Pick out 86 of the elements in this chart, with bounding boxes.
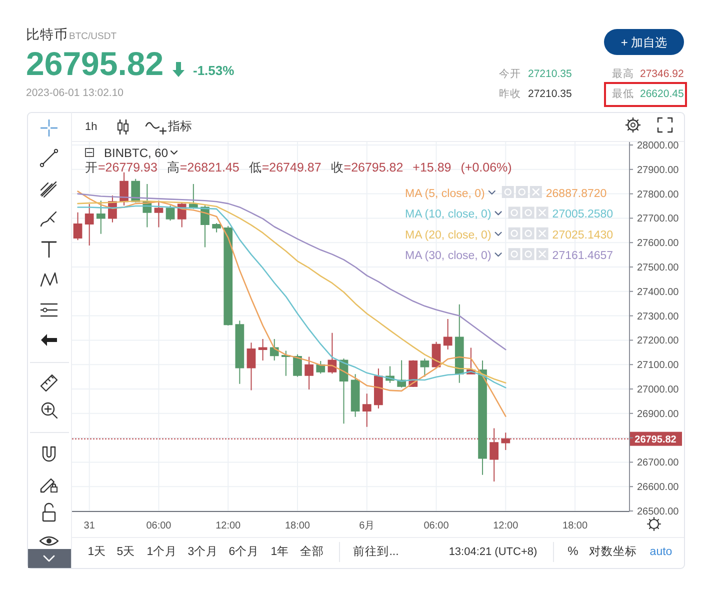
x-tick-label: 18:00 [284, 520, 310, 532]
text: 2023-06-01 13:02.10 [26, 87, 124, 99]
y-tick-label: 27300.00 [637, 311, 680, 322]
ref-line-label: 26795.82 [634, 434, 677, 446]
text: 全部 [300, 544, 324, 558]
text: 最低 [612, 88, 634, 100]
candlestick [188, 184, 198, 210]
y-tick-label: 27000.00 [637, 384, 680, 396]
text: 1h [85, 121, 98, 133]
text: 13:04:21 (UTC+8) [448, 546, 538, 558]
text: 指标 [167, 119, 192, 133]
candlestick [420, 358, 430, 378]
annotation: 26887.8720 [546, 188, 607, 200]
y-tick-label: 27600.00 [637, 238, 680, 250]
x-tick-label: 06:00 [146, 520, 172, 532]
candlestick [212, 222, 221, 233]
candlestick [96, 200, 106, 234]
text: 27210.35 [528, 88, 572, 100]
x-tick-label: 18:00 [562, 520, 588, 532]
text: 27346.92 [640, 68, 684, 80]
x-tick-label: 06:00 [424, 520, 450, 532]
text: 今开 [499, 68, 521, 80]
text: + 加自选 [620, 36, 668, 50]
candlestick [362, 393, 372, 428]
candlestick [246, 342, 256, 391]
candlestick [443, 318, 452, 350]
y-tick-label: 27500.00 [637, 262, 680, 274]
text: 1天 [88, 545, 106, 558]
text: % [568, 544, 579, 558]
candlestick [235, 320, 244, 384]
candlestick [166, 205, 175, 222]
y-tick-label: 28000.00 [637, 140, 680, 152]
y-tick-label: 27800.00 [637, 189, 680, 200]
x-tick-label: 6月 [359, 520, 375, 532]
text: MA (10, close, 0) [405, 208, 492, 221]
line-series [77, 190, 506, 418]
text: 1年 [270, 545, 290, 558]
y-tick-label: 27400.00 [637, 286, 680, 298]
annotation: 开=26779.93 高=26821.45 低=26749.87 收=26795.82 +15.89 (+0.06%) [85, 160, 512, 174]
candlestick [282, 350, 290, 376]
candlestick [293, 354, 302, 378]
candlestick [304, 356, 314, 390]
text: MA (5, close, 0) [405, 188, 486, 200]
candlestick [374, 368, 383, 410]
y-tick-label: 26900.00 [637, 408, 680, 420]
x-tick-label: 12:00 [216, 520, 242, 532]
candlestick [73, 212, 82, 241]
y-tick-label: 27100.00 [637, 360, 680, 372]
y-tick-label: 27200.00 [637, 336, 680, 347]
text: 3个月 [188, 545, 218, 558]
candlestick [270, 338, 279, 361]
text: 前往到... [353, 545, 399, 558]
y-tick-label: 27900.00 [637, 164, 680, 176]
candlestick [224, 226, 233, 326]
annotation: BINBTC, 60 [104, 146, 168, 160]
x-tick-label: 31 [84, 520, 96, 532]
text: -1.53% [193, 63, 235, 78]
annotation: 27161.4657 [552, 250, 614, 262]
y-tick-label: 26500.00 [637, 506, 680, 518]
text: auto [650, 546, 672, 558]
text: 5天 [116, 545, 136, 558]
text: 1个月 [146, 545, 178, 558]
text: 26620.45 [640, 88, 684, 100]
y-tick-label: 26600.00 [637, 482, 680, 494]
candlestick [454, 304, 464, 384]
candlestick [258, 338, 268, 361]
text: MA (30, close, 0) [405, 250, 492, 262]
candlestick [84, 204, 94, 246]
candlestick [328, 332, 337, 374]
annotation: 27025.1430 [552, 229, 614, 242]
y-tick-label: 27700.00 [637, 214, 680, 225]
text: MA (20, close, 0) [405, 229, 492, 242]
text: 26795.82 [26, 45, 164, 82]
x-tick-label: 12:00 [493, 520, 519, 532]
chart-subtitle: BTC/USDT [69, 31, 117, 42]
annotation: 27005.2580 [552, 208, 614, 221]
text: 对数坐标 [589, 545, 637, 558]
chart-title: 比特币 [26, 27, 68, 42]
text: 最高 [612, 67, 634, 80]
y-tick-label: 26700.00 [637, 458, 680, 469]
candlestick [154, 200, 164, 228]
text: 6个月 [228, 545, 260, 558]
candlestick [350, 374, 360, 418]
candlestick [478, 360, 487, 476]
text: 昨收 [499, 88, 521, 100]
text: 27210.35 [528, 68, 572, 80]
